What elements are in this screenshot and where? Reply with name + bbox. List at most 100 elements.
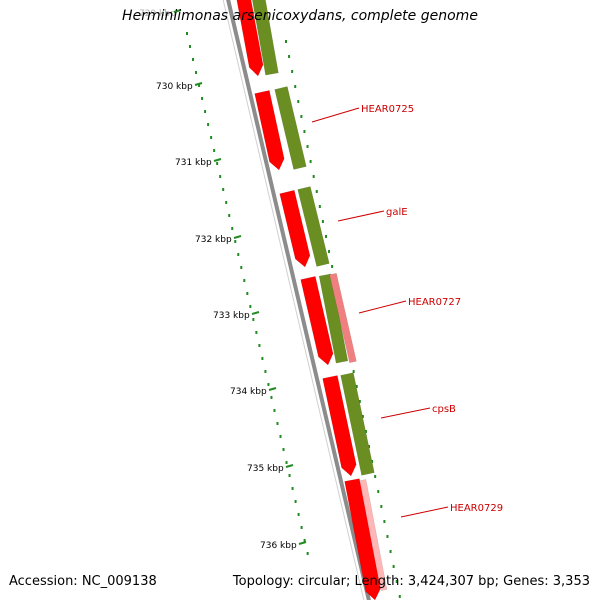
scale-dot xyxy=(285,461,288,464)
guide-dot xyxy=(303,130,306,133)
guide-dot xyxy=(395,580,398,583)
gene-block-green xyxy=(274,86,307,170)
scale-dot xyxy=(243,279,246,282)
tick-label: 735 kbp xyxy=(247,464,284,474)
tick-label: 736 kbp xyxy=(260,541,297,551)
gene-label-leader xyxy=(358,300,407,314)
accession-text: Accession: NC_009138 xyxy=(9,574,157,589)
scale-dot xyxy=(306,552,309,555)
scale-dot xyxy=(216,162,219,165)
scale-dot xyxy=(228,214,231,217)
scale-dot xyxy=(219,175,222,178)
tick-mark xyxy=(213,158,222,162)
topology-text: Topology: circular; Length: 3,424,307 bp… xyxy=(232,574,590,589)
gene-block-green xyxy=(297,186,330,267)
guide-dot xyxy=(285,40,287,43)
scale-dot xyxy=(246,292,249,295)
guide-dot xyxy=(383,520,386,523)
scale-dot xyxy=(297,513,300,516)
gene-block-green xyxy=(252,0,279,76)
tick-mark xyxy=(233,235,242,239)
guide-dot xyxy=(294,85,297,88)
scale-dot xyxy=(222,188,225,191)
gene-block-red xyxy=(344,478,381,600)
guide-dot xyxy=(374,475,377,478)
genome-backbone-shadow xyxy=(222,0,365,600)
gene-label-leader xyxy=(400,506,449,518)
gene-label: HEAR0727 xyxy=(408,297,461,308)
tick-mark xyxy=(251,311,260,315)
guide-dot xyxy=(380,505,383,508)
gene-block-green xyxy=(340,372,375,476)
guide-dot xyxy=(377,490,380,493)
gene-block-red xyxy=(322,375,357,477)
gene-block-red xyxy=(254,90,285,171)
scale-dot xyxy=(294,500,297,503)
guide-dot xyxy=(318,205,321,208)
guide-dot xyxy=(392,565,395,568)
genome-backbone xyxy=(226,0,371,600)
tick-mark xyxy=(268,387,277,391)
gene-block-pink xyxy=(359,479,388,591)
tick-label: 733 kbp xyxy=(213,311,250,321)
scale-dot xyxy=(270,396,273,399)
guide-dot xyxy=(291,70,294,73)
scale-dot xyxy=(189,45,192,48)
gene-label-leader xyxy=(311,107,360,123)
guide-dot xyxy=(355,385,358,388)
map-title: Herminiimonas arsenicoxydans, complete g… xyxy=(122,8,478,24)
gene-block-red xyxy=(300,276,334,366)
tick-label: 731 kbp xyxy=(175,158,212,168)
scale-dot xyxy=(291,487,294,490)
scale-dot xyxy=(279,435,282,438)
tick-mark xyxy=(285,464,294,468)
gene-block-red xyxy=(236,0,264,77)
scale-dot xyxy=(261,357,264,360)
gene-label: HEAR0725 xyxy=(361,104,414,115)
scale-dot xyxy=(240,266,243,269)
tick-mark xyxy=(194,82,203,86)
guide-dot xyxy=(352,370,355,373)
scale-dot xyxy=(237,253,240,256)
scale-dot xyxy=(213,149,216,152)
guide-dot xyxy=(331,265,334,268)
guide-dot xyxy=(309,160,312,163)
scale-dot xyxy=(264,370,267,373)
scale-dot xyxy=(282,448,285,451)
tick-mark xyxy=(173,9,182,13)
scale-dot xyxy=(198,84,201,87)
scale-dot xyxy=(225,201,228,204)
guide-dot xyxy=(306,145,309,148)
guide-dot xyxy=(398,595,401,598)
scale-dot xyxy=(210,136,213,139)
guide-dot xyxy=(321,220,324,223)
scale-dot xyxy=(300,526,303,529)
guide-dot xyxy=(389,550,392,553)
scale-dot xyxy=(267,383,270,386)
guide-dot xyxy=(328,250,331,253)
scale-dot xyxy=(288,474,291,477)
guide-dot xyxy=(288,55,291,58)
guide-dot xyxy=(315,190,318,193)
scale-dot xyxy=(207,123,210,126)
scale-dot xyxy=(192,58,195,61)
guide-dot xyxy=(324,235,327,238)
gene-label-leader xyxy=(337,210,385,222)
guide-dot xyxy=(300,115,303,118)
guide-dot xyxy=(358,400,361,403)
guide-dot xyxy=(297,100,300,103)
tick-label: 730 kbp xyxy=(156,82,193,92)
guide-dot xyxy=(368,445,371,448)
scale-dot xyxy=(195,71,198,74)
scale-dot xyxy=(201,97,204,100)
scale-dot xyxy=(186,32,188,35)
tick-label: 734 kbp xyxy=(230,387,267,397)
tick-label: 729 kbp xyxy=(139,9,176,19)
scale-dot xyxy=(255,331,258,334)
gene-label: galE xyxy=(386,207,408,218)
gene-label-leader xyxy=(380,407,431,419)
scale-dot xyxy=(258,344,261,347)
gene-block-green xyxy=(318,273,349,364)
